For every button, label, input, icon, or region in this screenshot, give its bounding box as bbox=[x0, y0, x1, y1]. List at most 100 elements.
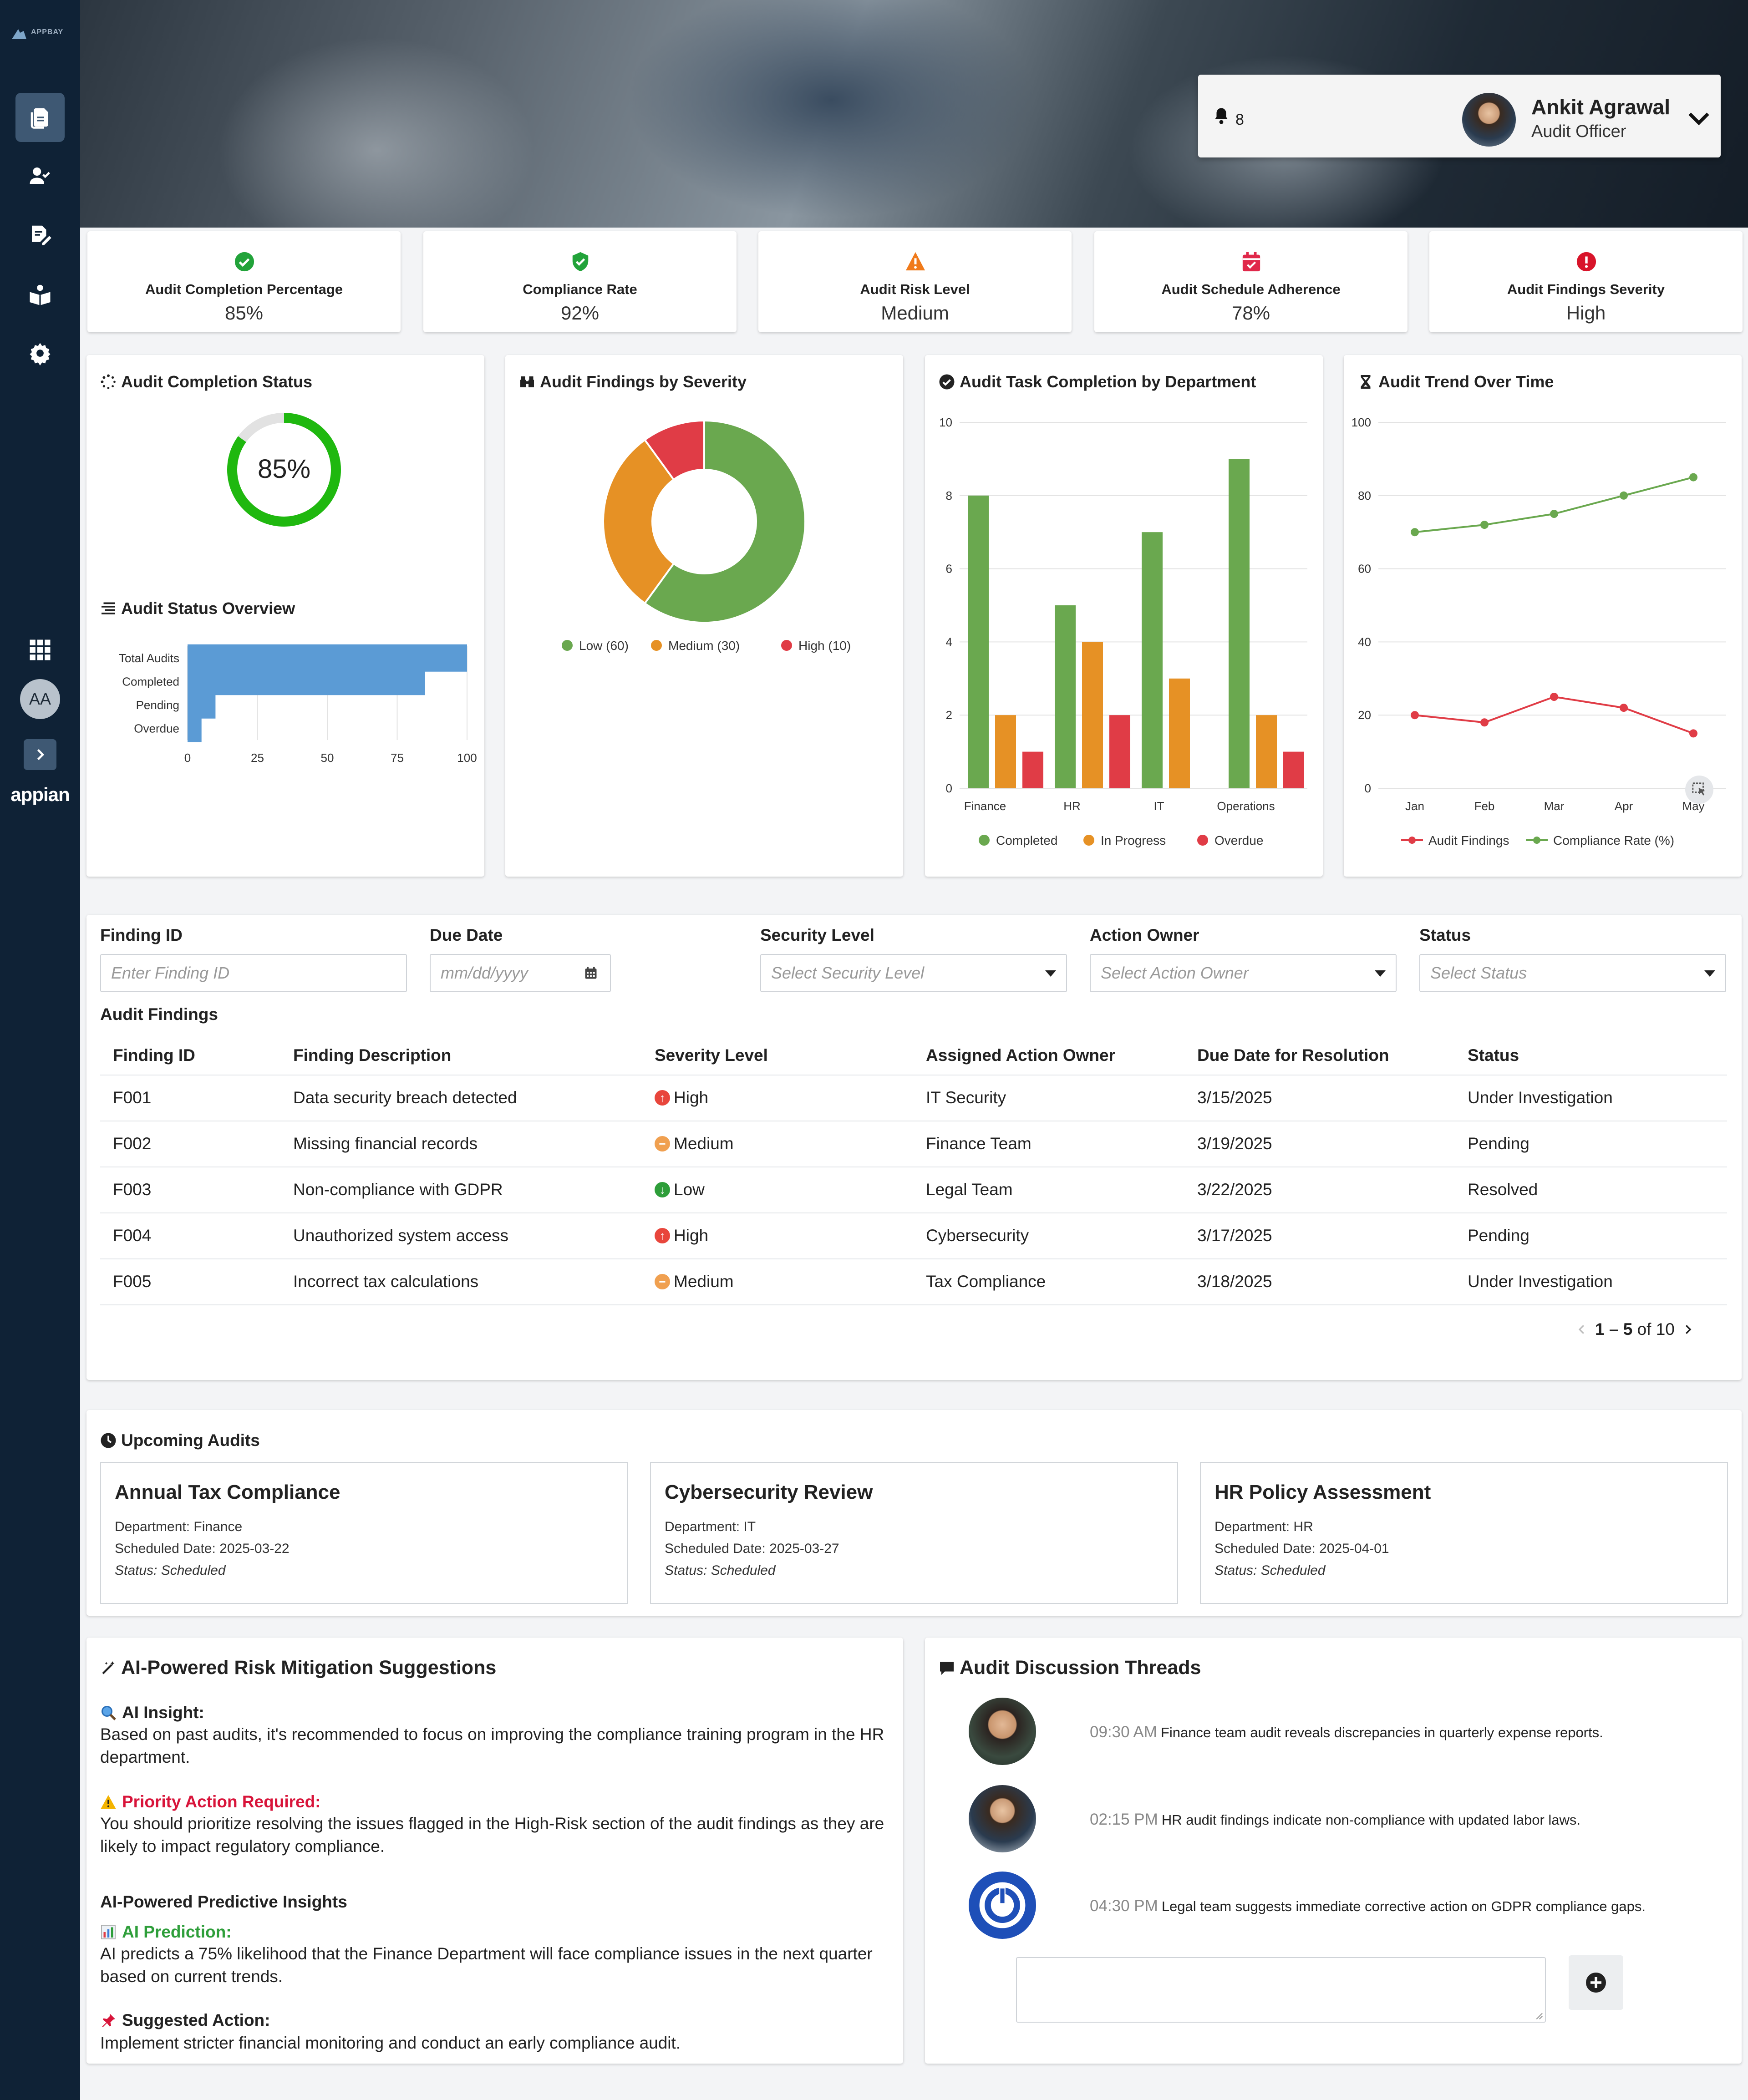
legend-label[interactable]: Medium (30) bbox=[668, 639, 740, 653]
data-point[interactable] bbox=[1689, 473, 1697, 482]
nav-audit-book[interactable] bbox=[15, 269, 65, 319]
audit-card-date: Scheduled Date: 2025-03-27 bbox=[665, 1541, 839, 1556]
data-point[interactable] bbox=[1550, 510, 1558, 518]
bar[interactable] bbox=[1082, 642, 1103, 788]
legend-label[interactable]: Low (60) bbox=[579, 639, 629, 653]
column-header[interactable]: Finding ID bbox=[113, 1046, 195, 1065]
panel-title: Audit Status Overview bbox=[121, 599, 295, 618]
data-point[interactable] bbox=[1550, 693, 1558, 701]
user-check-icon bbox=[30, 167, 50, 184]
kpi-card-compliance: Compliance Rate 92% bbox=[423, 231, 737, 332]
security-level-select[interactable]: Select Security Level bbox=[760, 954, 1067, 992]
apps-grid-button[interactable] bbox=[15, 625, 65, 675]
column-header[interactable]: Due Date for Resolution bbox=[1197, 1046, 1389, 1065]
data-point[interactable] bbox=[1620, 491, 1628, 500]
chevron-right-icon bbox=[37, 749, 45, 761]
bar[interactable] bbox=[188, 715, 202, 742]
panel-title: Audit Discussion Threads bbox=[960, 1657, 1201, 1679]
due-date-input[interactable]: mm/dd/yyyy bbox=[430, 954, 573, 992]
bell-icon[interactable] bbox=[1212, 107, 1231, 126]
column-header[interactable]: Severity Level bbox=[655, 1046, 768, 1065]
appian-logo: appian bbox=[10, 784, 70, 805]
x-tick-label: Operations bbox=[1217, 799, 1275, 813]
data-point[interactable] bbox=[1480, 521, 1489, 529]
audit-card-title: Annual Tax Compliance bbox=[115, 1481, 340, 1503]
chevron-right-icon[interactable] bbox=[1681, 1323, 1695, 1336]
bar[interactable] bbox=[1055, 605, 1076, 788]
legend-marker bbox=[1083, 835, 1094, 846]
bar[interactable] bbox=[1256, 715, 1277, 788]
bar[interactable] bbox=[995, 715, 1016, 788]
date-picker-button[interactable] bbox=[572, 954, 611, 992]
table-row[interactable]: F003 Non-compliance with GDPR ↓ Low Legal Te… bbox=[100, 1167, 1727, 1213]
table-cell-desc: Incorrect tax calculations bbox=[293, 1272, 479, 1291]
data-point[interactable] bbox=[1689, 729, 1697, 738]
select-placeholder: Select Action Owner bbox=[1101, 964, 1249, 982]
spinner-icon bbox=[101, 374, 116, 389]
audit-card-status: Status: Scheduled bbox=[115, 1563, 226, 1578]
panel-title: Audit Trend Over Time bbox=[1378, 372, 1554, 391]
legend-label[interactable]: In Progress bbox=[1101, 833, 1166, 847]
chevron-left-icon[interactable] bbox=[1575, 1323, 1589, 1336]
bar[interactable] bbox=[1169, 678, 1190, 788]
legend-label[interactable]: Compliance Rate (%) bbox=[1553, 833, 1674, 847]
nav-settings[interactable] bbox=[15, 329, 65, 378]
table-cell-status: Under Investigation bbox=[1468, 1088, 1613, 1107]
bar[interactable] bbox=[968, 495, 989, 788]
chevron-down-icon[interactable] bbox=[1685, 105, 1712, 132]
x-tick-label: 25 bbox=[251, 751, 264, 765]
data-point[interactable] bbox=[1411, 528, 1419, 537]
sidebar-user-avatar[interactable]: AA bbox=[20, 679, 60, 719]
pagination-total: of 10 bbox=[1637, 1320, 1675, 1339]
column-header[interactable]: Status bbox=[1468, 1046, 1519, 1065]
sidebar-expand-button[interactable] bbox=[24, 739, 56, 770]
legend-label[interactable]: Audit Findings bbox=[1428, 833, 1509, 847]
legend-label[interactable]: Completed bbox=[996, 833, 1057, 847]
x-tick-label: Jan bbox=[1405, 799, 1424, 813]
low-severity-icon: ↓ bbox=[655, 1182, 670, 1197]
table-cell-due: 3/18/2025 bbox=[1197, 1272, 1272, 1291]
upcoming-audit-card[interactable]: Cybersecurity Review Department: IT Sche… bbox=[650, 1462, 1178, 1604]
chart-select-tool-button[interactable] bbox=[1685, 776, 1713, 804]
donut-slice[interactable] bbox=[602, 438, 675, 605]
table-row[interactable]: F001 Data security breach detected ↑ High IT… bbox=[100, 1075, 1727, 1121]
bar[interactable] bbox=[1022, 751, 1043, 788]
nav-documents[interactable] bbox=[15, 93, 65, 142]
table-row[interactable]: F004 Unauthorized system access ↑ High Cyber… bbox=[100, 1213, 1727, 1259]
donut-slice[interactable] bbox=[643, 419, 705, 481]
bar[interactable] bbox=[1283, 751, 1304, 788]
nav-user-check[interactable] bbox=[15, 151, 65, 200]
bar[interactable] bbox=[188, 668, 425, 695]
status-select[interactable]: Select Status bbox=[1419, 954, 1726, 992]
audit-card-date: Scheduled Date: 2025-03-22 bbox=[115, 1541, 290, 1556]
upcoming-audit-card[interactable]: HR Policy Assessment Department: HR Sche… bbox=[1200, 1462, 1728, 1604]
data-point[interactable] bbox=[1620, 704, 1628, 712]
bar[interactable] bbox=[188, 644, 467, 672]
bar[interactable] bbox=[1229, 459, 1250, 788]
gear-icon bbox=[30, 343, 51, 365]
donut-slice[interactable] bbox=[643, 419, 806, 624]
x-tick-label: 75 bbox=[391, 751, 404, 765]
action-owner-select[interactable]: Select Action Owner bbox=[1090, 954, 1397, 992]
legend-label[interactable]: Overdue bbox=[1214, 833, 1263, 847]
table-row[interactable]: F005 Incorrect tax calculations − Medium Tax… bbox=[100, 1259, 1727, 1305]
column-header[interactable]: Finding Description bbox=[293, 1046, 452, 1065]
finding-id-input[interactable]: Enter Finding ID bbox=[100, 954, 407, 992]
column-header[interactable]: Assigned Action Owner bbox=[926, 1046, 1115, 1065]
bar[interactable] bbox=[188, 691, 216, 719]
cursor-select-icon bbox=[1692, 782, 1705, 796]
add-comment-button[interactable] bbox=[1569, 1955, 1623, 2010]
data-point[interactable] bbox=[1480, 718, 1489, 727]
severity-label: Low bbox=[674, 1180, 705, 1199]
upcoming-audit-card[interactable]: Annual Tax Compliance Department: Financ… bbox=[100, 1462, 628, 1604]
resize-handle-icon[interactable] bbox=[1533, 2010, 1543, 2020]
table-row[interactable]: F002 Missing financial records − Medium Fina… bbox=[100, 1121, 1727, 1167]
legend-label[interactable]: High (10) bbox=[798, 639, 851, 653]
nav-edit-document[interactable] bbox=[15, 210, 65, 259]
data-point[interactable] bbox=[1411, 711, 1419, 720]
thread-reply-textarea[interactable] bbox=[1016, 1957, 1546, 2023]
bar[interactable] bbox=[1109, 715, 1130, 788]
user-avatar[interactable] bbox=[1462, 93, 1516, 147]
bar[interactable] bbox=[1142, 532, 1163, 788]
notification-count: 8 bbox=[1235, 111, 1244, 128]
